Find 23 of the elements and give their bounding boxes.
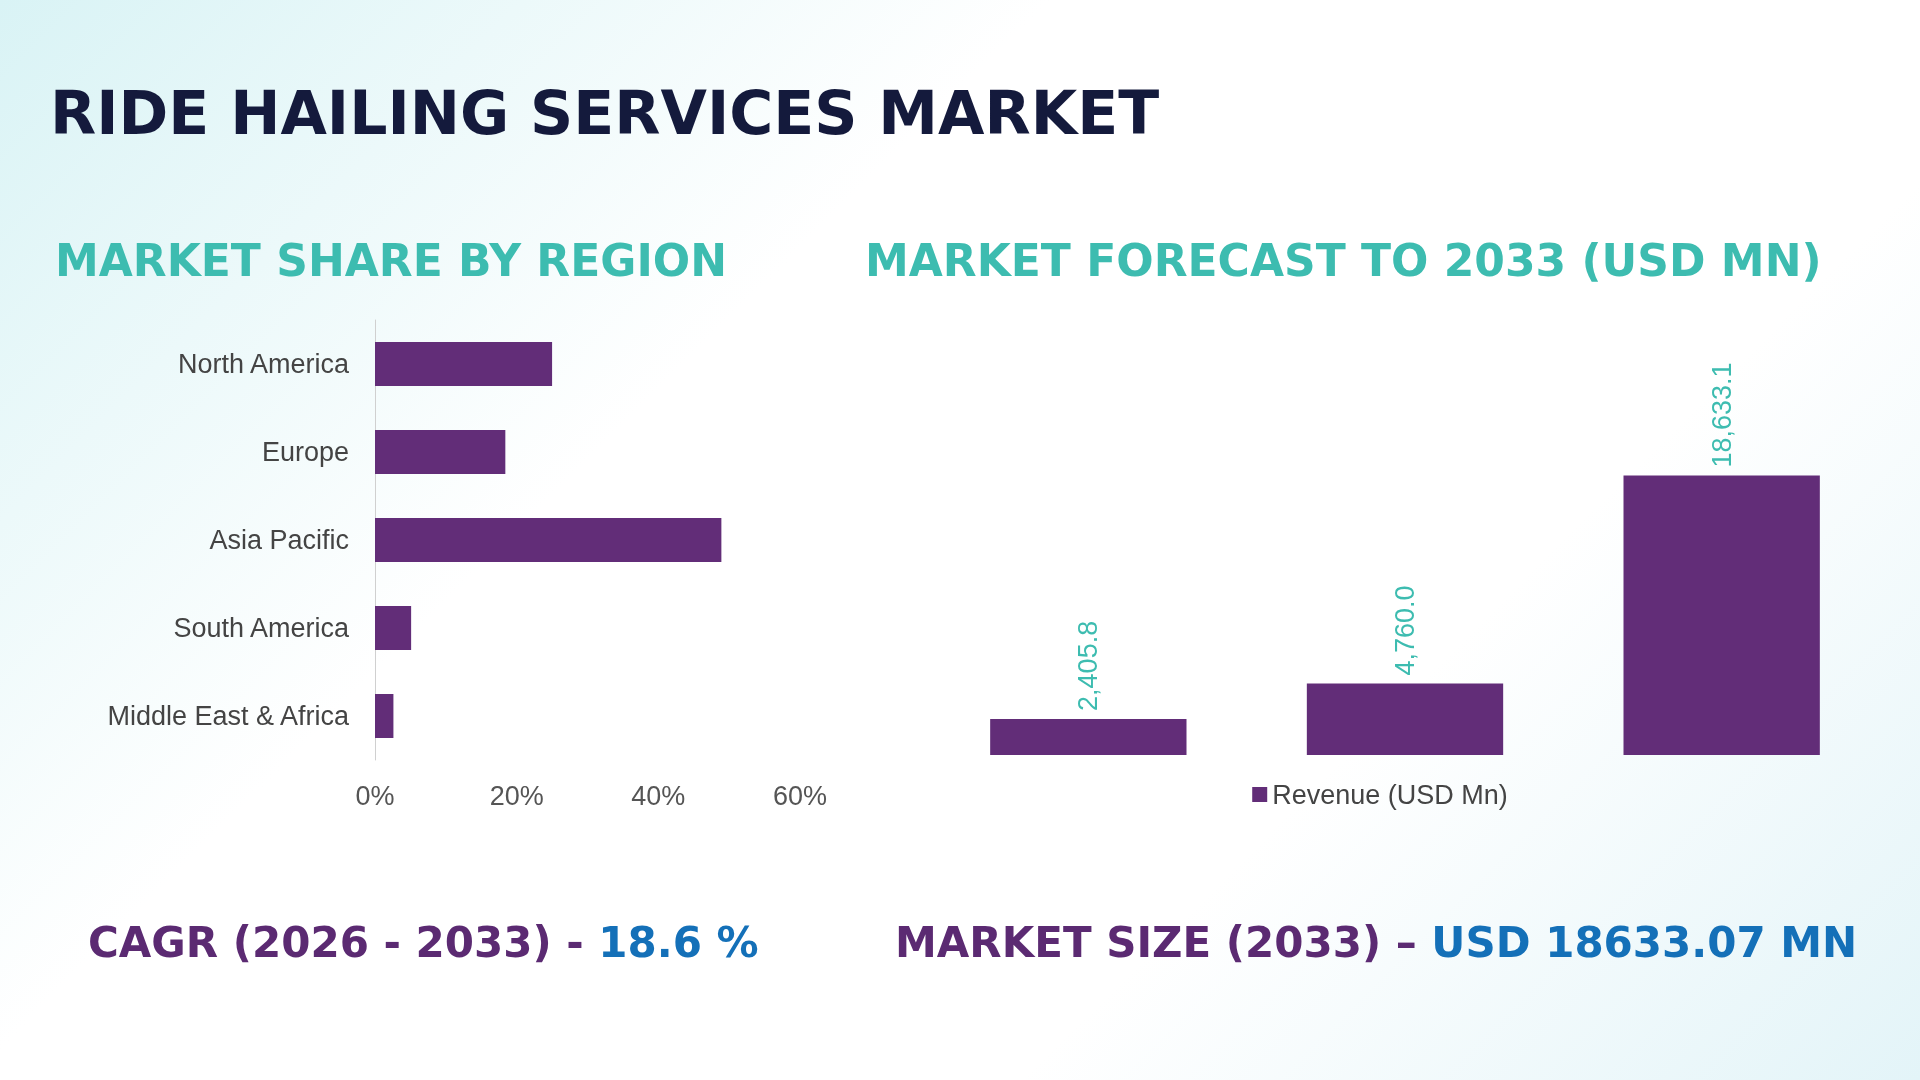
y-tick-label: South America (173, 613, 350, 643)
data-label: 2,405.8 (1073, 620, 1104, 711)
y-tick-label: Middle East & Africa (107, 701, 350, 731)
chart-title: MARKET FORECAST TO 2033 (USD MN) (865, 234, 1822, 286)
text: RIDE HAILING SERVICES MARKET (50, 78, 1160, 148)
y-tick-label: Asia Pacific (209, 525, 349, 555)
x-tick-label: 60% (772, 780, 828, 811)
x-tick-label: 20% (489, 780, 544, 811)
legend-label: Revenue (USD Mn) (1272, 779, 1508, 810)
bar (375, 694, 394, 738)
y-tick-label: Europe (261, 437, 349, 467)
chart-title: MARKET SHARE BY REGION (55, 234, 727, 286)
text: MARKET SIZE (2033) – USD 18633.07 MN (895, 918, 1858, 967)
x-tick-label: 40% (631, 780, 686, 811)
bar (375, 606, 412, 650)
bar (375, 518, 722, 562)
y-tick-label: North America (177, 349, 350, 379)
data-label: 4,760.0 (1390, 585, 1420, 676)
bar (375, 342, 553, 386)
data-label: 18,633.1 (1706, 362, 1737, 468)
bar (375, 430, 506, 474)
text: CAGR (2026 - 2033) - 18.6 % (88, 918, 759, 967)
x-tick-label: 0% (355, 780, 395, 811)
